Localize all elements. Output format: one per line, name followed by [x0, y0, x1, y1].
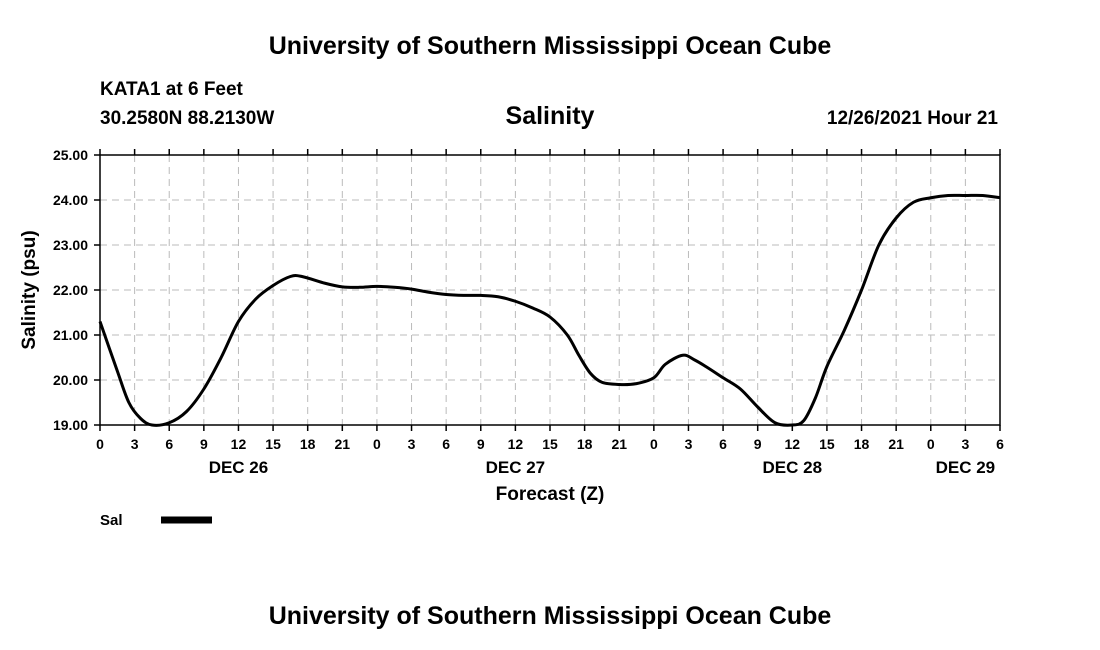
footer-title: University of Southern Mississippi Ocean…: [269, 602, 832, 630]
plot-frame: [99, 154, 1001, 426]
x-tick-label: 6: [442, 436, 450, 452]
x-tick-label: 0: [650, 436, 658, 452]
chart-title: Salinity: [506, 102, 595, 130]
series-line-sal: [98, 193, 1001, 427]
x-tick-label: 12: [231, 436, 247, 452]
x-tick-label: 18: [854, 436, 870, 452]
x-tick-label: 18: [300, 436, 316, 452]
x-tick-label: 0: [96, 436, 104, 452]
timestamp-label: 12/26/2021 Hour 21: [827, 108, 999, 129]
x-axis-ticks: 0 3 6 9 12 15 18 21 0 3 6 9 12 15 18 21 0 3 6 9 12 15 18 21 0 3 6: [96, 149, 1004, 452]
y-axis-label: Salinity (psu): [19, 230, 40, 349]
x-tick-label: 3: [408, 436, 416, 452]
x-tick-label: 6: [996, 436, 1004, 452]
y-tick-label: 19.00: [53, 417, 88, 433]
x-tick-label: 6: [719, 436, 727, 452]
x-tick-label: 9: [477, 436, 485, 452]
coordinates-label: 30.2580N 88.2130W: [100, 108, 274, 129]
y-tick-label: 23.00: [53, 237, 88, 253]
x-tick-label: 3: [131, 436, 139, 452]
x-tick-label: 12: [785, 436, 801, 452]
x-tick-label: 21: [888, 436, 904, 452]
x-tick-label: 6: [165, 436, 173, 452]
date-label: DEC 27: [486, 458, 546, 477]
y-tick-label: 22.00: [53, 282, 88, 298]
y-axis-ticks: 19.00 20.00 21.00 22.00 23.00 24.00 25.00: [53, 147, 100, 433]
x-tick-label: 0: [927, 436, 935, 452]
x-axis-label: Forecast (Z): [496, 484, 605, 505]
x-tick-label: 0: [373, 436, 381, 452]
x-tick-label: 18: [577, 436, 593, 452]
x-tick-label: 21: [611, 436, 627, 452]
x-tick-label: 3: [961, 436, 969, 452]
legend: Sal: [100, 512, 212, 529]
x-tick-label: 15: [265, 436, 281, 452]
grid: [100, 154, 1000, 426]
date-label: DEC 28: [763, 458, 823, 477]
x-tick-label: 9: [754, 436, 762, 452]
x-tick-label: 15: [542, 436, 558, 452]
y-tick-label: 21.00: [53, 327, 88, 343]
y-tick-label: 24.00: [53, 192, 88, 208]
legend-label-sal: Sal: [100, 512, 123, 529]
station-label: KATA1 at 6 Feet: [100, 79, 244, 100]
date-labels: DEC 26 DEC 27 DEC 28 DEC 29: [209, 458, 995, 477]
series-group: [98, 193, 1001, 427]
x-tick-label: 15: [819, 436, 835, 452]
y-tick-label: 25.00: [53, 147, 88, 163]
x-tick-label: 12: [508, 436, 524, 452]
page-title: University of Southern Mississippi Ocean…: [269, 32, 832, 60]
y-tick-label: 20.00: [53, 372, 88, 388]
x-tick-label: 9: [200, 436, 208, 452]
date-label: DEC 26: [209, 458, 269, 477]
x-tick-label: 21: [335, 436, 351, 452]
x-tick-label: 3: [685, 436, 693, 452]
date-label: DEC 29: [936, 458, 996, 477]
